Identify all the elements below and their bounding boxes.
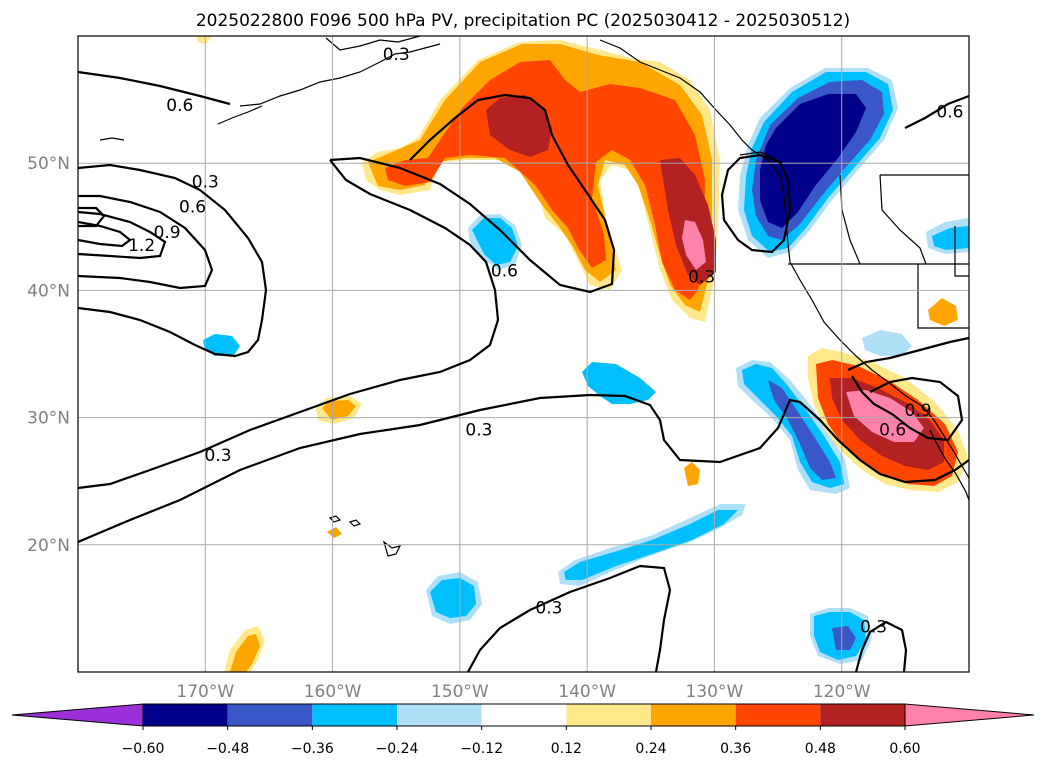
- x-tick-label: 130°W: [686, 682, 744, 702]
- precip-region-neg-south-3c: [832, 626, 856, 650]
- coastlines: [99, 36, 969, 557]
- precip-region-neg-small-3b: [932, 226, 969, 250]
- colorbar-tick-label: −0.48: [206, 741, 249, 757]
- map-frame: [77, 35, 970, 673]
- colorbar-tick-label: 0.48: [805, 741, 836, 757]
- colorbar-segment: [397, 704, 482, 726]
- pv-contour-0.6-east: [720, 153, 792, 254]
- pv-contour-label: 0.3: [688, 268, 715, 288]
- y-tick-label: 50°N: [27, 154, 70, 174]
- map-area: 0.30.60.30.60.91.20.6 0.30.60.30.3 0.60.90…: [78, 36, 969, 672]
- pv-contour-label: 0.3: [535, 598, 562, 618]
- pv-contour-0.6-sw: [847, 336, 969, 372]
- precip-region-neg-center-c: [768, 380, 836, 480]
- colorbar-extend-max: [904, 703, 1035, 727]
- pv-contour-label: 0.9: [905, 401, 932, 421]
- pv-contour-label: 1.2: [128, 236, 155, 256]
- precip-region-pos-small-6: [196, 36, 212, 44]
- precip-region-pos-small-1b: [322, 400, 356, 420]
- colorbar-tick-label: 0.24: [635, 741, 666, 757]
- precip-region-048-north-a: [486, 95, 552, 157]
- pv-contour-0.9-sw: [851, 375, 964, 442]
- precip-region-neg-south-2b: [430, 578, 476, 618]
- colorbar-tick-label: −0.12: [460, 741, 503, 757]
- pv-contour-label: 0.3: [192, 172, 219, 192]
- pv-contour-label: 0.9: [154, 223, 181, 243]
- colorbar-segment: [820, 704, 905, 726]
- colorbar-segment: [143, 704, 228, 726]
- x-tick-label: 160°W: [304, 682, 362, 702]
- pv-contour-0.3-mid: [78, 393, 969, 544]
- colorbar-segment: [566, 704, 651, 726]
- pv-contour-1.2-west: [78, 220, 132, 248]
- colorbar-tick-label: 0.60: [889, 741, 920, 757]
- precip-region-pos-small-4b: [230, 634, 260, 672]
- gridlines: [78, 36, 969, 672]
- colorbar-segment: [227, 704, 313, 726]
- pv-contour-label: 0.3: [465, 420, 492, 440]
- colorbar: −0.60 −0.48 −0.36 −0.24 −0.12 0.12 0.24 0.36 0.4…: [11, 703, 1035, 757]
- pv-contour-label: 0.6: [179, 198, 206, 218]
- pv-contour-0.3-south: [467, 564, 672, 672]
- colorbar-tick-label: 0.36: [720, 741, 751, 757]
- precip-region-pos-sw-060: [846, 390, 924, 442]
- pv-contour-label: 0.3: [860, 617, 887, 637]
- precip-region-pos-small-5: [327, 527, 342, 538]
- precip-region-neg-small-5: [582, 362, 656, 404]
- pv-contour-0.6-west: [78, 194, 214, 290]
- pv-contour-label: 0.3: [383, 45, 410, 65]
- precip-region-pos-small-2: [928, 298, 958, 326]
- precip-region-neg-small-1b: [472, 218, 518, 265]
- precip-region-036-north: [385, 60, 705, 300]
- y-tick-label: 40°N: [27, 281, 70, 301]
- pv-contour-label: 0.6: [936, 102, 963, 122]
- colorbar-outline: [142, 703, 906, 727]
- precip-region-neg-048: [760, 94, 866, 228]
- colorbar-segment: [735, 704, 821, 726]
- pv-contours: [78, 70, 969, 672]
- colorbar-tick-label: −0.60: [122, 741, 165, 757]
- y-axis-ticks: 50°N 40°N 30°N 20°N: [27, 154, 70, 556]
- pv-contour-label: 0.6: [166, 96, 193, 116]
- pv-contour-0.3-se: [854, 620, 908, 672]
- pv-contour-inner-west: [78, 206, 106, 228]
- colorbar-extend-min: [11, 703, 144, 727]
- pv-contour-0.6-ne: [904, 94, 969, 129]
- pv-contour-0.3-main: [329, 93, 616, 294]
- precip-region-neg-small-4: [862, 330, 912, 356]
- pv-contour-label: 0.3: [204, 446, 231, 466]
- precip-region-060-north: [682, 220, 706, 270]
- x-tick-label: 140°W: [558, 682, 616, 702]
- colorbar-tick-label: −0.36: [291, 741, 334, 757]
- colorbar-segment: [651, 704, 736, 726]
- x-tick-label: 170°W: [176, 682, 234, 702]
- colorbar-segment: [312, 704, 397, 726]
- precip-region-pos-small-3: [684, 462, 700, 486]
- colorbar-tick-label: 0.12: [551, 741, 582, 757]
- chart-title: 2025022800 F096 500 hPa PV, precipitatio…: [196, 11, 850, 31]
- pv-contour-0.3-basin: [78, 159, 500, 490]
- pv-contour-0.3-north: [78, 163, 268, 358]
- y-tick-label: 20°N: [27, 536, 70, 556]
- pv-contour-label: 0.6: [879, 420, 906, 440]
- y-tick-label: 30°N: [27, 409, 70, 429]
- pv-contour-0.9-west: [78, 210, 167, 260]
- colorbar-segment: [481, 704, 567, 726]
- x-tick-label: 120°W: [813, 682, 871, 702]
- pv-contour-labels: 0.30.60.30.60.91.20.6 0.30.60.30.3 0.60.90…: [128, 45, 963, 637]
- x-axis-ticks: 170°W 160°W 150°W 140°W 130°W 120°W: [176, 682, 870, 702]
- colorbar-tick-label: −0.24: [376, 741, 419, 757]
- precip-region-neg-small-2: [203, 334, 240, 356]
- x-tick-label: 150°W: [431, 682, 489, 702]
- pv-contour-label: 0.6: [491, 261, 518, 281]
- pv-contour-0.6-north: [78, 70, 231, 106]
